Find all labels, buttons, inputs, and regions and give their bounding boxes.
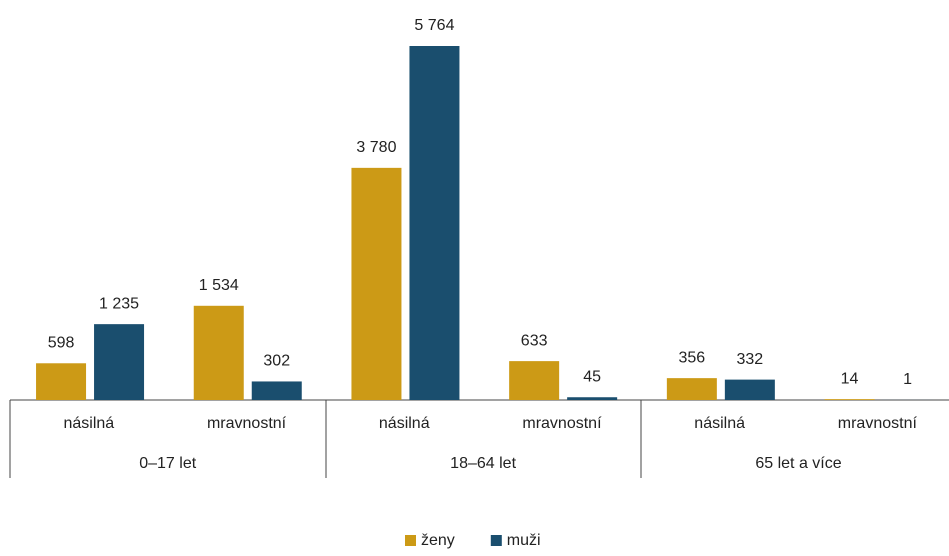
data-label: 1 534 <box>199 277 239 294</box>
x-tick-label: násilná <box>694 415 745 432</box>
data-label: 45 <box>583 368 601 385</box>
bar <box>409 46 459 400</box>
bar <box>825 399 875 400</box>
x-tick-label: násilná <box>379 415 430 432</box>
data-label: 14 <box>841 370 859 387</box>
bar <box>667 378 717 400</box>
bar <box>725 380 775 400</box>
data-label: 1 235 <box>99 295 139 312</box>
x-tick-label: mravnostní <box>838 415 918 432</box>
legend-swatch <box>491 535 502 546</box>
x-tick-label: mravnostní <box>207 415 287 432</box>
x-tick-label: mravnostní <box>522 415 602 432</box>
bar <box>36 363 86 400</box>
bar <box>252 381 302 400</box>
group-label: 0–17 let <box>139 455 196 472</box>
bar <box>94 324 144 400</box>
legend-label: ženy <box>421 532 455 549</box>
legend-label: muži <box>507 532 541 549</box>
data-label: 3 780 <box>356 139 396 156</box>
data-label: 598 <box>48 334 75 351</box>
legend-swatch <box>405 535 416 546</box>
data-label: 302 <box>263 353 290 370</box>
group-label: 65 let a více <box>755 455 841 472</box>
bar <box>194 306 244 400</box>
x-tick-label: násilná <box>63 415 114 432</box>
bar <box>351 168 401 400</box>
data-label: 5 764 <box>414 17 454 34</box>
bar <box>567 397 617 400</box>
bar <box>509 361 559 400</box>
data-label: 1 <box>903 371 912 388</box>
data-label: 633 <box>521 332 548 349</box>
group-label: 18–64 let <box>450 455 516 472</box>
data-label: 332 <box>736 351 763 368</box>
data-label: 356 <box>678 349 705 366</box>
